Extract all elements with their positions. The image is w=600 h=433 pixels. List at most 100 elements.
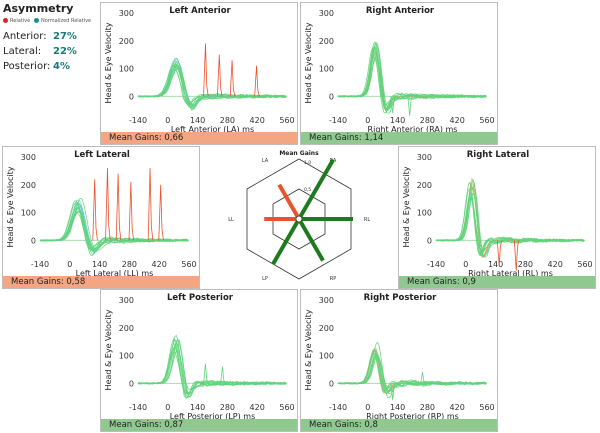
saccade-trace [513, 240, 520, 271]
y-tick-label: 100 [319, 352, 334, 361]
relative-dot-icon [3, 18, 8, 23]
x-tick-label: 420 [250, 116, 265, 125]
legend-relative: Relative [3, 18, 30, 24]
panel-title: Left Anterior [169, 6, 231, 16]
saccade-trace [203, 43, 209, 97]
head-trace [39, 206, 189, 252]
panel-right-posterior[interactable]: Right Posterior Head & Eye Velocity 300 200… [300, 289, 498, 432]
head-trace [137, 59, 287, 108]
y-tick-label: 300 [319, 9, 334, 18]
legend-normalized: Normalized Relative [34, 18, 91, 24]
trace-chart: Left Posterior Head & Eye Velocity 300 200 1… [104, 293, 295, 421]
eye-trace [138, 337, 287, 399]
eye-trace [138, 66, 287, 108]
mean-gains-footer: Mean Gains: 0,87 [101, 419, 297, 431]
y-axis-label: Head & Eye Velocity [304, 22, 313, 103]
y-tick-label: 100 [21, 209, 36, 218]
saccade-trace [203, 363, 209, 384]
saccade-trace [216, 54, 223, 97]
eye-trace [435, 181, 585, 256]
saccade-trace [220, 366, 226, 384]
x-tick-label: 140 [488, 260, 503, 269]
head-trace [137, 64, 287, 107]
x-tick-label: 560 [279, 116, 294, 125]
hex-axis-label: RL [364, 217, 370, 223]
y-tick-label: 200 [319, 37, 334, 46]
eye-trace [137, 65, 287, 107]
y-tick-label: 0 [427, 236, 432, 245]
hex-axis-label: LA [262, 158, 269, 164]
y-tick-label: 200 [417, 181, 432, 190]
normalized-dot-icon [34, 18, 39, 23]
eye-trace [39, 210, 189, 252]
panel-left-lateral[interactable]: Left Lateral Head & Eye Velocity 300 200 100… [2, 146, 200, 289]
panel-right-anterior[interactable]: Right Anterior Head & Eye Velocity 300 200 1… [300, 2, 498, 145]
center-dot-icon [295, 215, 303, 223]
hex-ring [246, 158, 352, 280]
y-tick-label: 300 [119, 296, 134, 305]
eye-trace [435, 186, 585, 257]
head-trace [39, 199, 189, 254]
y-tick-label: 200 [119, 324, 134, 333]
eye-trace [337, 47, 487, 110]
saccade-trace [158, 184, 164, 241]
saccade-trace [92, 179, 98, 241]
x-tick-label: 560 [279, 403, 294, 412]
saccade-trace [496, 240, 503, 266]
x-tick-label: 0 [365, 116, 370, 125]
panel-title: Right Anterior [366, 6, 435, 16]
x-tick-label: 280 [518, 260, 533, 269]
gain-bar-lp [271, 218, 301, 266]
eye-trace [39, 206, 189, 253]
eye-trace [338, 348, 487, 393]
saccade-trace [229, 60, 236, 97]
mean-gains-footer: Mean Gains: 0,58 [3, 276, 199, 288]
asymmetry-row-posterior: Posterior: 4% [3, 61, 70, 72]
y-tick-label: 300 [21, 153, 36, 162]
y-axis-label: Head & Eye Velocity [104, 309, 113, 390]
eye-trace [337, 352, 487, 393]
head-trace-orange [337, 51, 487, 110]
panel-left-anterior[interactable]: Left Anterior Head & Eye Velocity 300 200 10… [100, 2, 298, 145]
x-tick-label: 0 [165, 116, 170, 125]
panel-title: Left Posterior [167, 293, 234, 303]
head-trace [39, 208, 189, 251]
saccade-trace [115, 173, 122, 241]
eye-trace [337, 55, 487, 111]
y-tick-label: 200 [21, 181, 36, 190]
eye-trace [137, 335, 287, 396]
eye-trace [337, 341, 487, 399]
x-tick-label: 280 [420, 116, 435, 125]
eye-trace [39, 201, 189, 255]
panel-left-posterior[interactable]: Left Posterior Head & Eye Velocity 300 200 1… [100, 289, 298, 432]
x-tick-label: 0 [165, 403, 170, 412]
y-axis-label: Head & Eye Velocity [104, 22, 113, 103]
eye-trace [337, 355, 487, 395]
eye-trace [337, 41, 487, 111]
y-tick-label: 300 [417, 153, 432, 162]
asymmetry-title: Asymmetry [3, 2, 74, 15]
x-axis-label: Right Lateral (RL) ms [468, 269, 553, 278]
y-tick-label: 0 [129, 379, 134, 388]
x-axis-label: Left Lateral (LL) ms [76, 269, 154, 278]
x-tick-label: 0 [463, 260, 468, 269]
x-axis-label: Left Anterior (LA) ms [171, 125, 254, 134]
panel-right-lateral[interactable]: Right Lateral Head & Eye Velocity 300 200 10… [398, 146, 596, 289]
eye-trace [137, 60, 287, 111]
head-trace [137, 62, 287, 107]
eye-trace [337, 43, 487, 111]
eye-trace [337, 354, 487, 389]
x-tick-label: 0 [67, 260, 72, 269]
x-tick-label: 140 [190, 403, 205, 412]
eye-trace [137, 342, 287, 394]
eye-trace [137, 347, 287, 397]
trace-chart: Left Lateral Head & Eye Velocity 300 200 100… [6, 150, 197, 278]
eye-trace [337, 352, 487, 394]
eye-trace [337, 349, 487, 393]
head-trace [39, 203, 189, 252]
panel-title: Left Lateral [74, 150, 130, 160]
x-tick-label: 560 [181, 260, 196, 269]
x-tick-label: 280 [220, 403, 235, 412]
gain-bar-ra [297, 158, 335, 220]
head-trace-orange [338, 348, 487, 394]
